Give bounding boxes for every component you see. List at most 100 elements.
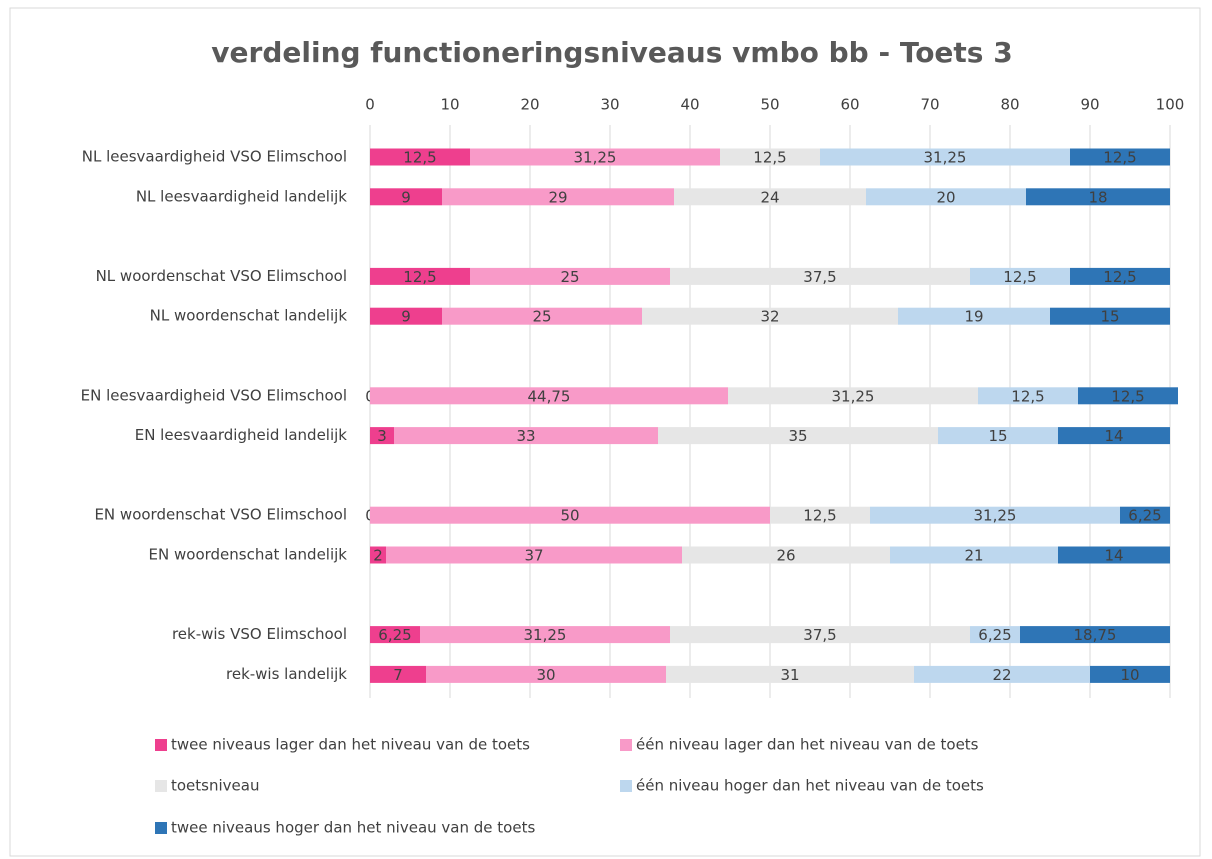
bar-segment — [670, 626, 970, 644]
data-label: 15 — [1100, 308, 1119, 326]
data-label: 31,25 — [832, 387, 875, 405]
data-label: 37,5 — [803, 626, 836, 644]
data-label: 9 — [401, 188, 411, 206]
data-label: 44,75 — [528, 387, 571, 405]
data-label: 22 — [992, 666, 1011, 684]
bar-segment — [394, 427, 658, 445]
data-label: 37 — [524, 547, 543, 565]
y-tick-label: NL leesvaardigheid landelijk — [136, 187, 347, 205]
data-label: 6,25 — [978, 626, 1011, 644]
bar-segment — [1090, 665, 1170, 683]
bar-segment — [682, 546, 890, 564]
y-tick-label: rek-wis VSO Elimschool — [172, 625, 347, 643]
x-tick-label: 20 — [520, 96, 539, 114]
bar-segment — [420, 626, 670, 644]
data-label: 14 — [1104, 427, 1123, 445]
bar-segment — [674, 188, 866, 206]
data-label: 32 — [760, 308, 779, 326]
x-tick-label: 50 — [760, 96, 779, 114]
bar-segment — [470, 267, 670, 285]
data-label: 12,5 — [1103, 268, 1136, 286]
bar-segment — [370, 387, 728, 405]
data-label: 33 — [516, 427, 535, 445]
data-label: 29 — [548, 188, 567, 206]
data-label: 31,25 — [974, 507, 1017, 525]
legend-swatch — [620, 780, 632, 792]
data-label: 3 — [377, 427, 387, 445]
bar-segment — [666, 665, 914, 683]
y-tick-label: NL woordenschat VSO Elimschool — [96, 267, 347, 285]
bar-segment — [770, 506, 870, 524]
chart-title: verdeling functioneringsniveaus vmbo bb … — [211, 36, 1012, 69]
data-label: 19 — [964, 308, 983, 326]
bar-segment — [898, 307, 1050, 325]
bar-segment — [890, 546, 1058, 564]
data-label: 12,5 — [1103, 149, 1136, 167]
bar-segment — [470, 148, 720, 166]
legend-swatch — [155, 739, 167, 751]
legend-swatch — [155, 780, 167, 792]
bar-segment — [370, 148, 470, 166]
bar-segment — [866, 188, 1026, 206]
y-tick-label: rek-wis landelijk — [226, 665, 347, 683]
bar-segment — [670, 267, 970, 285]
bar-segment — [728, 387, 978, 405]
bar-segment — [970, 267, 1070, 285]
x-tick-label: 30 — [600, 96, 619, 114]
bar-segment — [386, 546, 682, 564]
data-label: 31 — [780, 666, 799, 684]
data-label: 24 — [760, 188, 779, 206]
bar-segment — [1078, 387, 1178, 405]
bar-segment — [938, 427, 1058, 445]
data-label: 2 — [373, 547, 383, 565]
data-label: 30 — [536, 666, 555, 684]
bar-segment — [978, 387, 1078, 405]
data-label: 31,25 — [574, 149, 617, 167]
data-label: 21 — [964, 547, 983, 565]
bar-segment — [658, 427, 938, 445]
data-label: 50 — [560, 507, 579, 525]
bar-segment — [970, 626, 1020, 644]
data-label: 35 — [788, 427, 807, 445]
bar-segment — [1070, 148, 1170, 166]
data-label: 37,5 — [803, 268, 836, 286]
x-tick-label: 60 — [840, 96, 859, 114]
y-tick-label: NL leesvaardigheid VSO Elimschool — [82, 148, 347, 166]
legend-label: één niveau lager dan het niveau van de t… — [636, 736, 979, 754]
data-label: 15 — [988, 427, 1007, 445]
x-tick-label: 80 — [1000, 96, 1019, 114]
legend-label: twee niveaus lager dan het niveau van de… — [171, 736, 530, 754]
bar-segment — [1058, 427, 1170, 445]
bar-segment — [820, 148, 1070, 166]
y-tick-label: EN leesvaardigheid landelijk — [135, 426, 348, 444]
data-label: 12,5 — [1003, 268, 1036, 286]
data-label: 26 — [776, 547, 795, 565]
data-label: 25 — [560, 268, 579, 286]
data-label: 18,75 — [1074, 626, 1117, 644]
data-label: 25 — [532, 308, 551, 326]
x-tick-label: 10 — [440, 96, 459, 114]
bar-segment — [370, 427, 394, 445]
x-tick-label: 100 — [1156, 96, 1185, 114]
data-label: 12,5 — [403, 149, 436, 167]
y-tick-label: NL woordenschat landelijk — [150, 307, 348, 325]
data-label: 12,5 — [803, 507, 836, 525]
legend-label: één niveau hoger dan het niveau van de t… — [636, 777, 984, 795]
bar-segment — [642, 307, 898, 325]
y-tick-label: EN woordenschat VSO Elimschool — [94, 506, 347, 524]
bar-segment — [1050, 307, 1170, 325]
y-tick-label: EN leesvaardigheid VSO Elimschool — [81, 386, 347, 404]
legend-swatch — [620, 739, 632, 751]
data-label: 12,5 — [403, 268, 436, 286]
bar-segment — [370, 506, 770, 524]
x-tick-label: 90 — [1080, 96, 1099, 114]
data-label: 18 — [1088, 188, 1107, 206]
bar-segment — [426, 665, 666, 683]
y-tick-label: EN woordenschat landelijk — [149, 546, 348, 564]
bar-segment — [442, 188, 674, 206]
data-label: 7 — [393, 666, 403, 684]
data-label: 20 — [936, 188, 955, 206]
data-label: 6,25 — [378, 626, 411, 644]
bar-segment — [1026, 188, 1170, 206]
